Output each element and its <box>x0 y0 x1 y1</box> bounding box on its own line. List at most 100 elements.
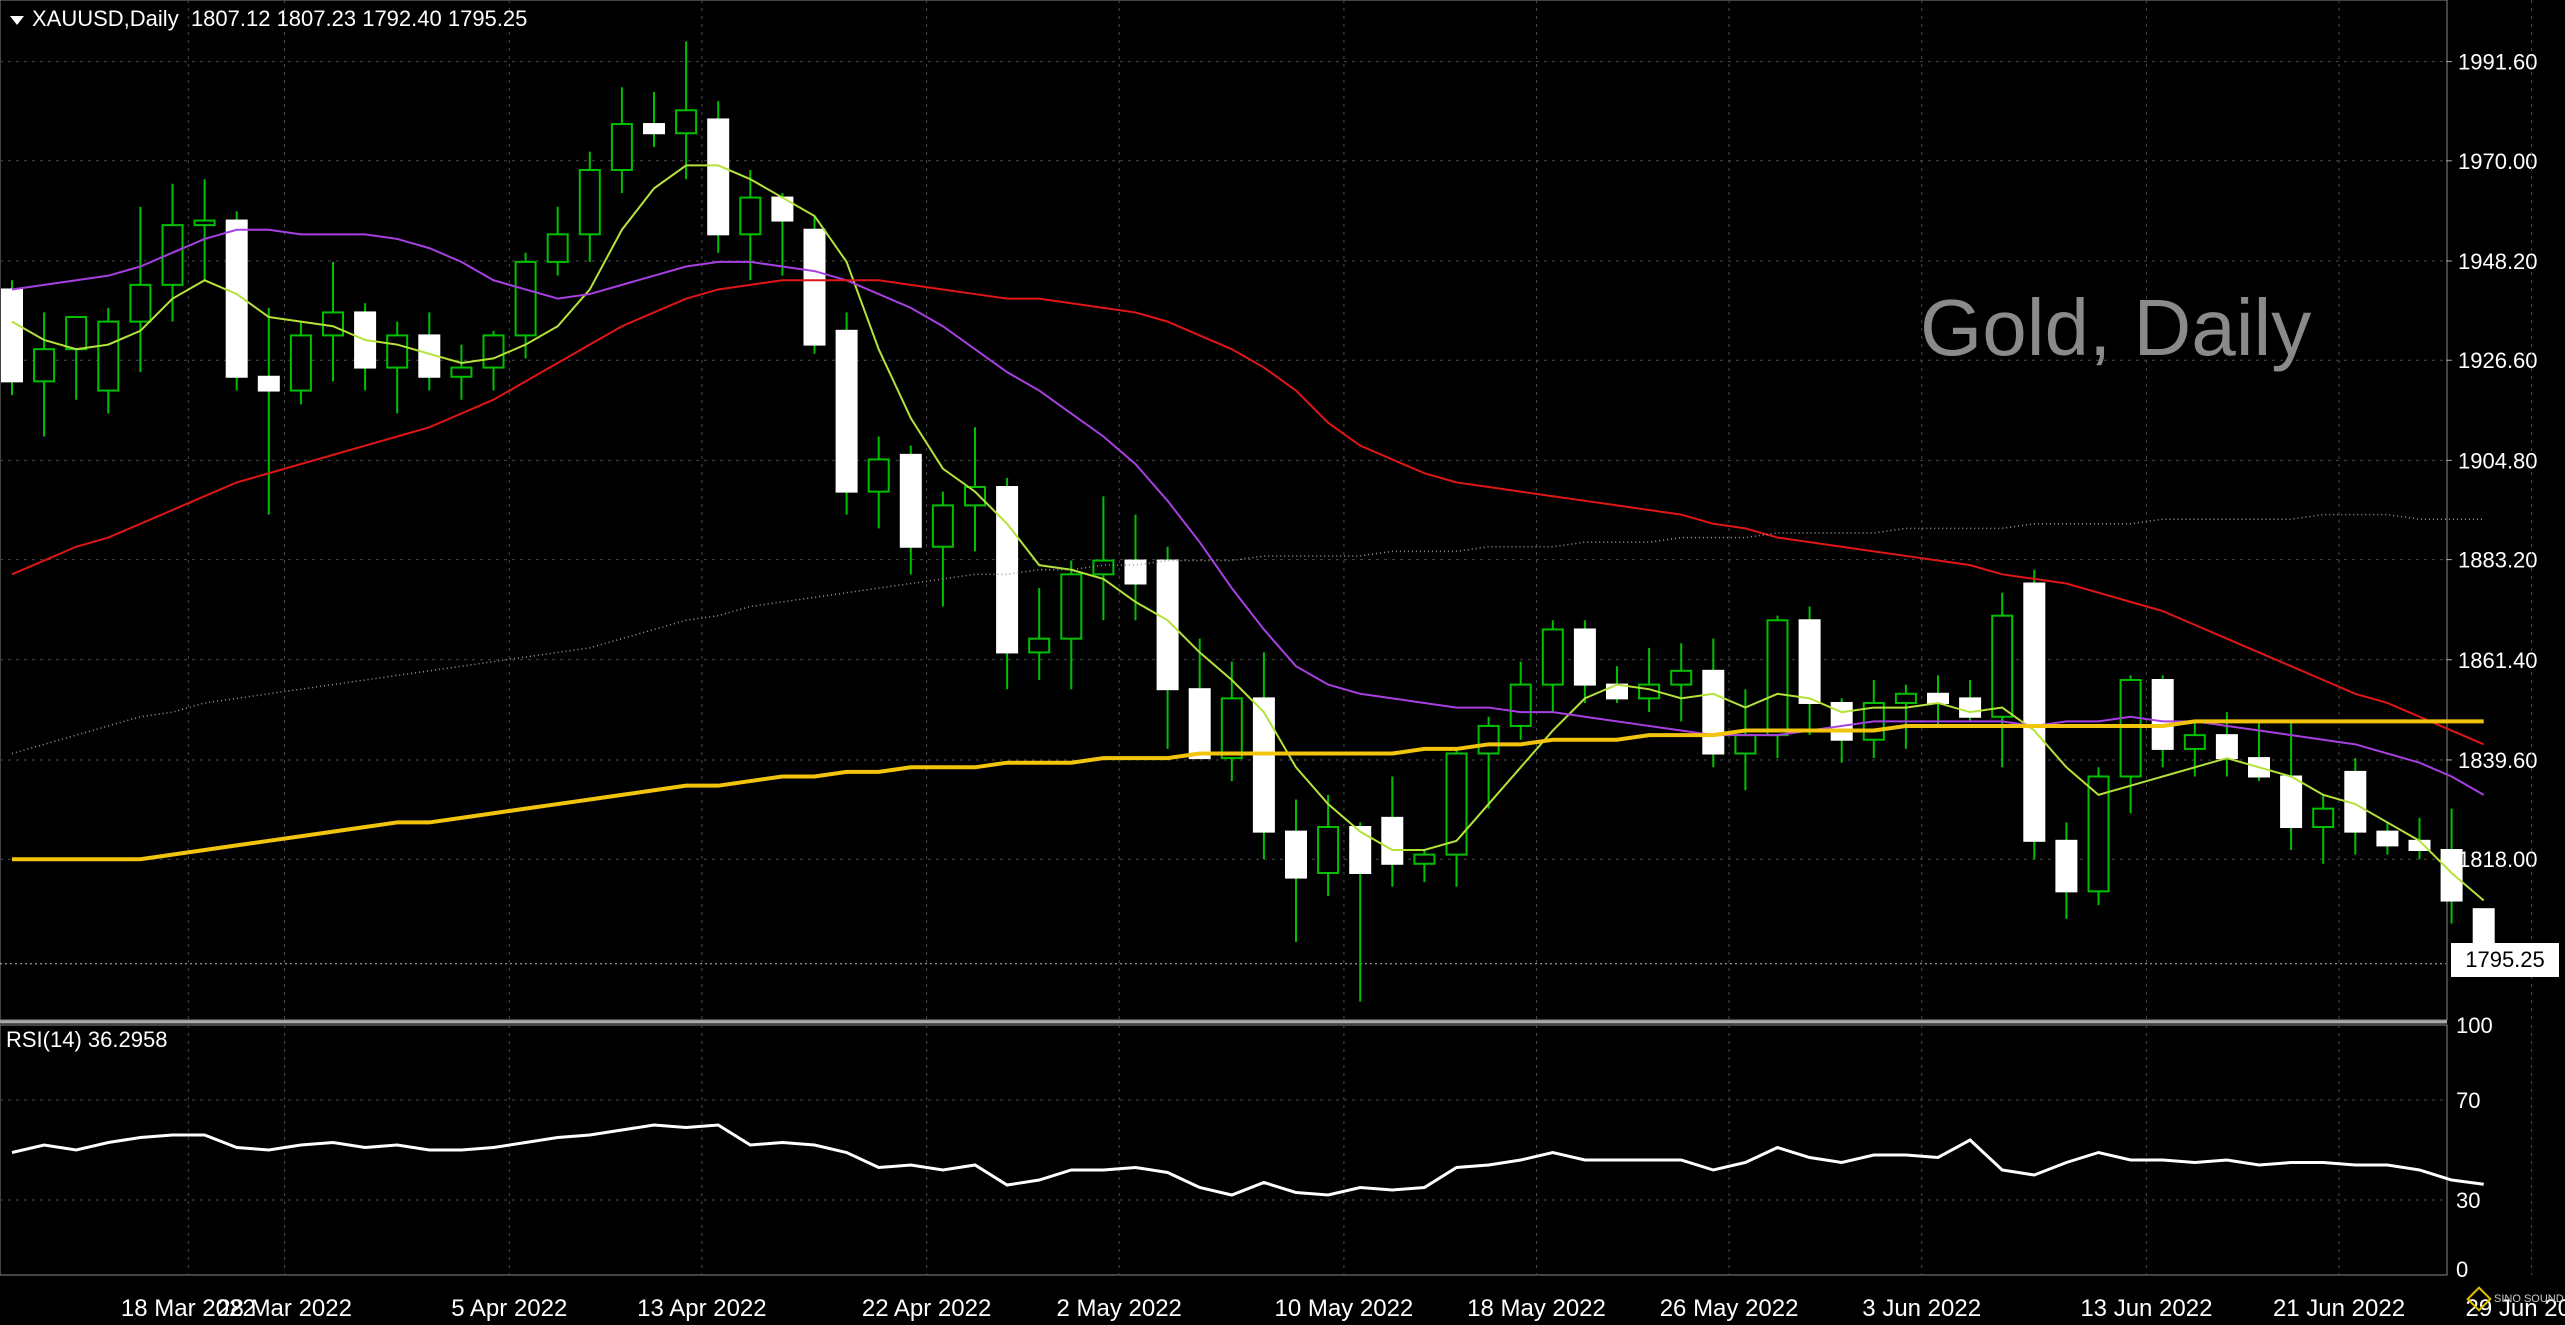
candle-bear <box>1 288 23 383</box>
candle-bull <box>546 233 569 263</box>
broker-logo: SINO SOUND <box>2466 1286 2564 1312</box>
candle-bear <box>643 123 665 135</box>
date-tick-label: 13 Apr 2022 <box>637 1295 766 1322</box>
date-tick-label: 3 Jun 2022 <box>1862 1295 1981 1322</box>
chart-watermark: Gold, Daily <box>1920 283 2312 372</box>
date-tick-label: 2 May 2022 <box>1056 1295 1181 1322</box>
price-tick-label: 1861.40 <box>2458 648 2538 673</box>
candle-bull <box>739 196 762 236</box>
candle-bull <box>289 334 312 392</box>
candle-bear <box>1188 688 1211 760</box>
candle-bear <box>1252 697 1275 833</box>
rsi-line <box>11 1123 2484 1197</box>
candle-bull <box>2087 775 2110 893</box>
candle-bull <box>1509 683 1532 727</box>
date-tick-label: 29 Jun 2022 <box>2466 1295 2565 1322</box>
candle-bull <box>193 219 216 227</box>
candle-bull <box>450 366 473 378</box>
symbol-label: XAUUSD,Daily <box>32 6 179 31</box>
candle-bull <box>675 109 698 135</box>
candle-bear <box>1798 619 1821 704</box>
main-plot-frame <box>0 0 2448 1021</box>
candle-bear <box>1959 697 1982 718</box>
candle-bear <box>1124 559 1147 585</box>
candle-bull <box>161 224 184 286</box>
date-tick-label: 22 Apr 2022 <box>862 1295 991 1322</box>
candle-bear <box>707 118 730 236</box>
candle-bull <box>1413 853 1436 865</box>
candle-bull <box>610 123 633 171</box>
candle-bull <box>1541 628 1564 686</box>
moving-average-ma-long <box>12 719 2484 862</box>
current-price-tag: 1795.25 <box>2451 943 2559 977</box>
chart-header: XAUUSD,Daily 1807.12 1807.23 1792.40 179… <box>10 6 527 32</box>
collapse-triangle-icon[interactable] <box>10 15 24 25</box>
candle-bull <box>2119 679 2142 778</box>
date-tick-label: 5 Apr 2022 <box>451 1295 567 1322</box>
candle-bear <box>2151 679 2174 750</box>
candle-bull <box>1220 697 1243 760</box>
candle-bull <box>129 283 152 323</box>
moving-average-ma-mid <box>11 228 2485 796</box>
candle-bear <box>2023 582 2046 842</box>
candle-bull <box>386 334 409 369</box>
candle-bear <box>1381 816 1404 865</box>
price-tick-label: 1818.00 <box>2458 847 2538 872</box>
price-tick-label: 1948.20 <box>2458 249 2538 274</box>
candle-bull <box>1477 724 1500 755</box>
moving-average-ma-slow <box>11 279 2485 746</box>
candle-bull <box>964 486 986 507</box>
date-tick-label: 13 Jun 2022 <box>2080 1295 2212 1322</box>
candle-bear <box>1927 692 1949 704</box>
candle-bear <box>1573 628 1596 686</box>
price-tick-label: 1970.00 <box>2458 149 2538 174</box>
candle-bull <box>482 334 505 369</box>
candle-bull <box>867 458 890 493</box>
candle-bear <box>803 228 826 346</box>
moving-average-ma-200-dotted <box>11 513 2484 755</box>
candle-bear <box>996 486 1019 654</box>
date-tick-label: 26 May 2022 <box>1660 1295 1799 1322</box>
candle-bull <box>1092 559 1115 576</box>
candle-bull <box>33 348 56 383</box>
candle-bear <box>1349 826 1372 874</box>
candle-bear <box>2215 734 2238 760</box>
candle-bull <box>1734 734 1757 755</box>
ohlc-values: 1807.12 1807.23 1792.40 1795.25 <box>190 6 528 31</box>
rsi-tick-label: 0 <box>2456 1257 2468 1282</box>
candle-bear <box>2440 849 2463 902</box>
candle-bull <box>2183 734 2206 750</box>
candle-bull <box>1894 692 1917 704</box>
candle-bull <box>1028 637 1051 654</box>
price-tick-label: 1839.60 <box>2458 748 2538 773</box>
candle-bear <box>899 453 922 548</box>
rsi-plot-frame <box>0 1024 2448 1276</box>
broker-logo-text: SINO SOUND <box>2494 1292 2564 1305</box>
date-tick-label: 18 May 2022 <box>1467 1295 1606 1322</box>
candle-bear <box>2376 830 2399 847</box>
candle-bear <box>225 219 248 378</box>
candle-bear <box>1702 669 1725 755</box>
candle-bear <box>835 329 858 493</box>
candle-bull <box>1317 826 1340 874</box>
candle-bear <box>2280 775 2303 829</box>
candle-bull <box>2312 807 2335 829</box>
candle-bull <box>1991 614 2014 718</box>
candle-bull <box>322 311 344 337</box>
price-tick-label: 1991.60 <box>2458 50 2538 75</box>
candle-bull <box>931 504 954 548</box>
candle-bull <box>65 316 88 351</box>
candle-bear <box>2055 839 2078 893</box>
candle-bull <box>514 260 537 337</box>
candle-bull <box>97 320 120 392</box>
candle-bull <box>1445 752 1468 856</box>
rsi-tick-label: 30 <box>2456 1188 2480 1213</box>
candle-bull <box>1766 619 1789 737</box>
price-tick-label: 1926.60 <box>2458 348 2538 373</box>
date-tick-label: 21 Jun 2022 <box>2273 1295 2405 1322</box>
date-tick-label: 18 Mar 2022 <box>121 1295 256 1322</box>
moving-average-ma-fast <box>11 164 2485 902</box>
price-tick-label: 1904.80 <box>2458 448 2538 473</box>
candle-bull <box>1670 669 1693 686</box>
